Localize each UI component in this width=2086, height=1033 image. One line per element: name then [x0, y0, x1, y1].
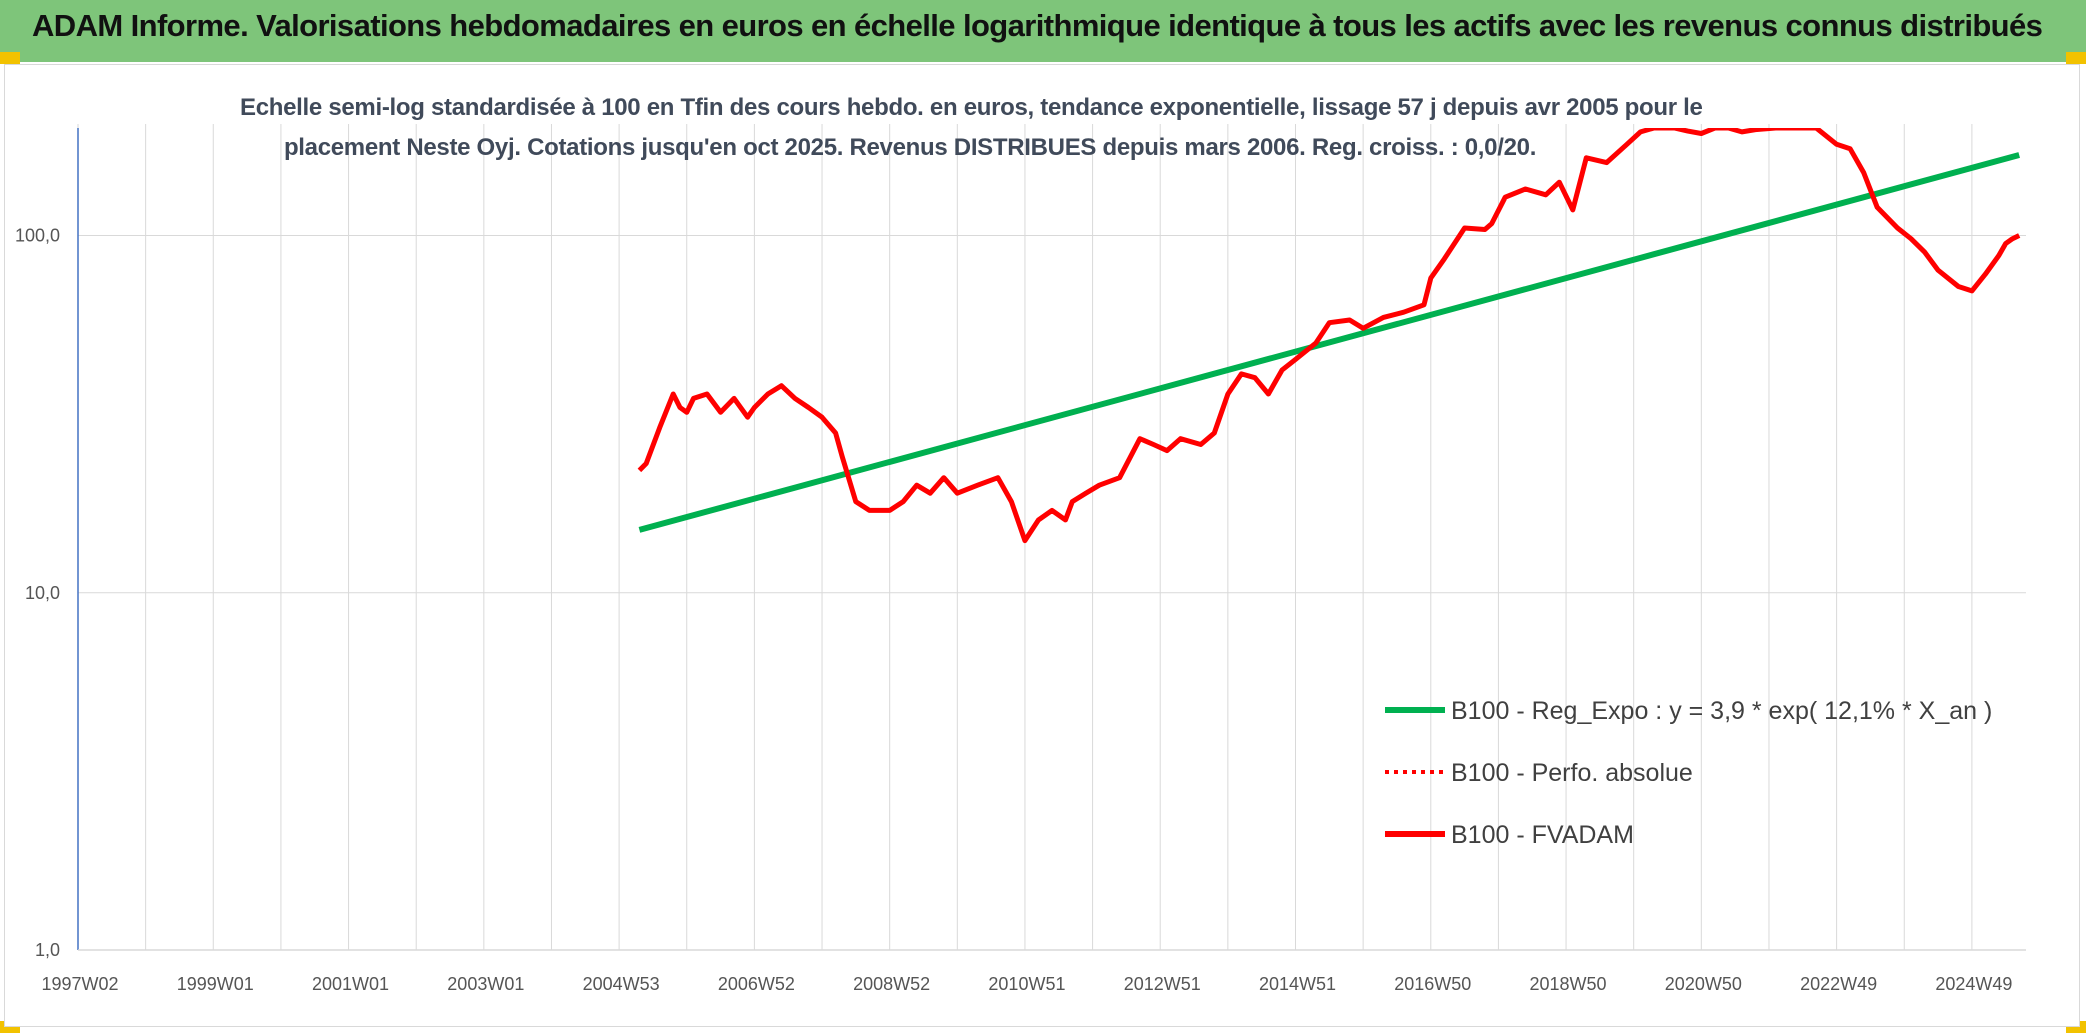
- x-tick-label: 2006W52: [718, 974, 795, 994]
- x-tick-label: 2014W51: [1259, 974, 1336, 994]
- x-tick-label: 1997W02: [41, 974, 118, 994]
- series-fvadam-line: [637, 128, 2021, 544]
- x-tick-label: 1999W01: [177, 974, 254, 994]
- chart-subtitle-line-1: Echelle semi-log standardisée à 100 en T…: [240, 94, 1703, 121]
- x-tick-label: 2016W50: [1394, 974, 1471, 994]
- chart-subtitle-line-2: placement Neste Oyj. Cotations jusqu'en …: [283, 134, 1537, 161]
- x-tick-label: 2008W52: [853, 974, 930, 994]
- report-title: ADAM Informe. Valorisations hebdomadaire…: [32, 8, 2043, 43]
- x-tick-label: 2020W50: [1665, 974, 1742, 994]
- x-tick-label: 2001W01: [312, 974, 389, 994]
- series-trend-line: [638, 152, 2020, 533]
- report-header: ADAM Informe. Valorisations hebdomadaire…: [0, 0, 2086, 62]
- legend-label-2: B100 - Perfo. absolue: [1451, 759, 1693, 787]
- chart-frame: [4, 64, 2080, 1027]
- x-tick-label: 2022W49: [1800, 974, 1877, 994]
- corner-marker-top-left: [0, 52, 20, 64]
- y-tick-label: 1,0: [35, 940, 60, 960]
- chart-subtitle: Echelle semi-log standardisée à 100 en T…: [240, 88, 1703, 168]
- x-tick-label: 2004W53: [583, 974, 660, 994]
- legend-label-1: B100 - Reg_Expo : y = 3,9 * exp( 12,1% *…: [1451, 697, 1992, 725]
- x-tick-label: 2012W51: [1124, 974, 1201, 994]
- corner-marker-top-right: [2066, 52, 2086, 64]
- x-tick-label: 2024W49: [1935, 974, 2012, 994]
- legend-label-3: B100 - FVADAM: [1451, 821, 1634, 849]
- y-tick-label: 100,0: [15, 226, 60, 246]
- y-tick-label: 10,0: [25, 583, 60, 603]
- x-tick-label: 2018W50: [1530, 974, 1607, 994]
- x-tick-label: 2003W01: [447, 974, 524, 994]
- x-tick-label: 2010W51: [988, 974, 1065, 994]
